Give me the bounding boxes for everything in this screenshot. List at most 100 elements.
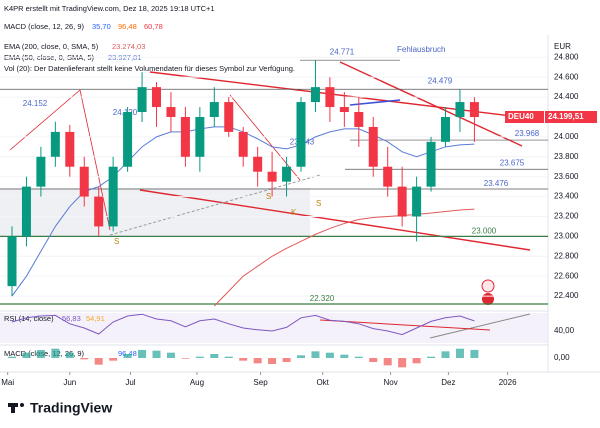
logo — [8, 403, 24, 413]
macd-bar — [210, 354, 219, 358]
legend: EMA (200, close, 0, SMA, 5) — [4, 42, 99, 51]
candle-body — [36, 156, 46, 187]
legend: MACD (close, 12, 26, 9) — [4, 22, 85, 31]
candle-body — [152, 87, 161, 108]
x-tick-label: Nov — [383, 378, 397, 387]
macd-bar — [282, 358, 291, 362]
macd-bar — [311, 351, 320, 358]
level-label: 22.320 — [310, 294, 335, 303]
credit: K4PR erstellt mit TradingView.com, Dez 1… — [4, 4, 215, 13]
candle-body — [137, 87, 147, 113]
candle-body — [195, 116, 205, 157]
level-label: 24.771 — [330, 47, 355, 56]
rsi-line — [11, 313, 475, 336]
candle-body — [180, 116, 190, 157]
candle-body — [310, 87, 320, 103]
macd-bar — [383, 358, 392, 366]
legend-val: 23.274,03 — [112, 42, 145, 51]
macd-bar — [8, 356, 16, 358]
macd-bar — [470, 349, 479, 358]
y-tick-label: 22.600 — [554, 271, 579, 280]
macd-bar — [325, 352, 334, 358]
candle-body — [224, 102, 234, 132]
trendline — [139, 189, 531, 251]
y-tick-label: 23.200 — [554, 212, 579, 221]
candle-body — [368, 126, 378, 167]
annotation: S — [114, 237, 119, 246]
annotation: S — [266, 192, 271, 201]
candle-body — [166, 107, 176, 117]
macd-bar — [239, 358, 248, 361]
candle-body — [339, 107, 349, 113]
candle-body — [108, 166, 118, 227]
trendline — [79, 89, 111, 231]
last-price: 24.199,51 — [548, 112, 584, 121]
macd-bar — [36, 350, 45, 358]
macd-tick-label: 0,00 — [554, 353, 570, 362]
candle-body — [426, 141, 436, 187]
candle-body — [282, 166, 292, 182]
trendline — [229, 94, 301, 181]
candle-body — [21, 186, 31, 237]
y-tick-label: 22.800 — [554, 251, 579, 260]
macd-bar — [297, 355, 305, 358]
rsi-legend: RSI (14, close) — [4, 314, 54, 323]
macd-bar — [398, 358, 407, 368]
macd-bar — [138, 350, 147, 358]
level-label: 23.675 — [500, 158, 525, 167]
macd-bar — [80, 358, 89, 360]
macd-val: 96,48 — [118, 349, 137, 358]
y-tick-label: 22.400 — [554, 291, 579, 300]
macd-bar — [109, 358, 118, 361]
macd-bar — [412, 358, 421, 364]
x-tick-label: Jul — [125, 378, 135, 387]
legend: Vol (20): Der Datenlieferant stellt kein… — [4, 64, 295, 73]
candle-body — [123, 112, 133, 167]
candle-body — [79, 166, 89, 197]
macd-bar — [354, 356, 363, 358]
alert-icon — [481, 279, 495, 293]
y-tick-label: 24.400 — [554, 92, 579, 101]
y-tick-label: 24.800 — [554, 52, 579, 61]
candle-body — [383, 166, 393, 187]
x-tick-label: Jun — [63, 378, 76, 387]
y-tick-label: 23.800 — [554, 152, 579, 161]
macd-bar — [181, 358, 190, 359]
dashed-line — [109, 174, 321, 236]
candle-body — [238, 131, 248, 157]
x-tick-label: Mai — [1, 378, 14, 387]
candle-body — [253, 156, 263, 172]
symbol: DEU40 — [508, 112, 534, 121]
macd-bar — [94, 358, 103, 365]
macd-bar — [65, 352, 74, 358]
macd-bar — [22, 352, 31, 358]
macd-bar — [152, 350, 161, 358]
symbol-box — [505, 111, 544, 123]
event-icon — [482, 293, 494, 305]
annotation: K — [291, 208, 297, 217]
candle-body — [267, 171, 277, 182]
level-label: 24.479 — [428, 76, 453, 85]
annotation: S — [316, 199, 321, 208]
macd-bar — [340, 354, 349, 358]
trendline — [149, 71, 529, 119]
level-label: 23.000 — [472, 226, 497, 235]
range-box — [0, 188, 310, 236]
x-tick-label: Okt — [316, 378, 329, 387]
annotation: Fehlausbruch — [397, 45, 445, 54]
macd-bar — [123, 354, 132, 358]
rsi-val: 54,91 — [86, 314, 105, 323]
candle-body — [469, 102, 479, 118]
macd-bar — [268, 358, 277, 364]
candle-body — [455, 102, 465, 117]
rsi-val: 56,83 — [62, 314, 81, 323]
trendline — [9, 89, 81, 151]
price-box — [545, 111, 597, 123]
candle-body — [325, 87, 335, 108]
y-tick-label: 24.600 — [554, 72, 579, 81]
level-label: 23.476 — [484, 179, 509, 188]
ema-line — [213, 208, 475, 307]
macd-bar — [427, 356, 436, 358]
candle-body — [412, 186, 422, 217]
candle-body — [296, 102, 306, 167]
